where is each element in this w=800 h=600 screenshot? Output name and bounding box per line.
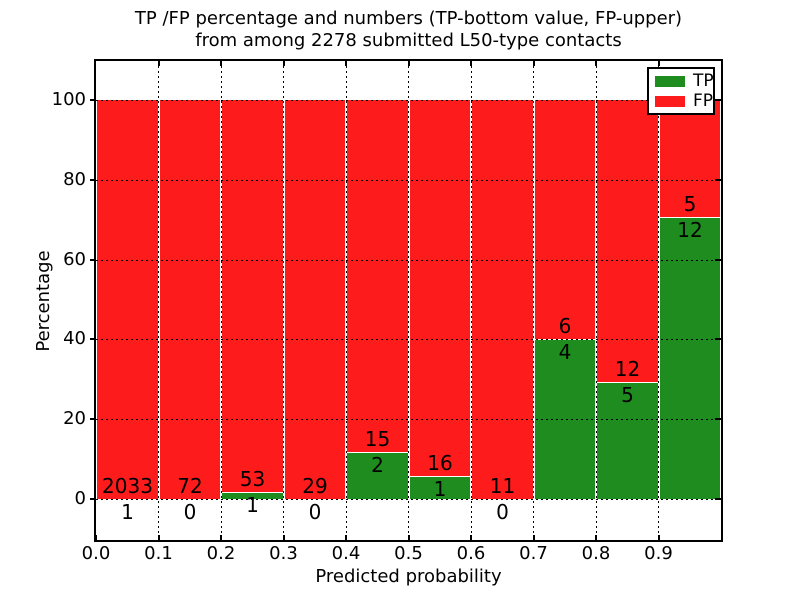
- chart-title: TP /FP percentage and numbers (TP-bottom…: [96, 8, 721, 52]
- tp-count-label: 1: [121, 499, 134, 524]
- legend-swatch-fp-icon: [655, 95, 685, 107]
- tp-count-label: 12: [677, 218, 703, 243]
- y-axis-tick-right: [715, 258, 721, 261]
- y-tick-label: 20: [63, 408, 86, 430]
- tp-count-label: 1: [246, 492, 259, 517]
- tp-count-label: 2: [371, 453, 384, 478]
- tp-count-label: 0: [496, 500, 509, 524]
- tp-count-label: 4: [558, 340, 572, 365]
- x-axis-tick: [345, 535, 347, 540]
- fp-bar-segment: [533, 100, 596, 340]
- y-axis-tick: [90, 178, 96, 181]
- x-axis-tick: [282, 535, 285, 540]
- x-axis-tick: [95, 535, 97, 540]
- tp-count-label: 0: [308, 500, 322, 524]
- fp-bar-segment: [158, 100, 221, 499]
- chart-title-line1: TP /FP percentage and numbers (TP-bottom…: [134, 8, 683, 29]
- vertical-gridline: [658, 61, 659, 540]
- x-axis-tick: [470, 535, 472, 540]
- fp-count-label: 2033: [102, 473, 153, 498]
- fp-bar-segment: [221, 100, 284, 492]
- x-tick-label: 0.8: [581, 543, 611, 564]
- x-axis-tick: [220, 535, 222, 540]
- fp-bar-segment: [96, 100, 159, 499]
- vertical-gridline: [595, 61, 597, 540]
- x-axis-tick-top: [407, 61, 410, 66]
- x-tick-label: 0.9: [644, 543, 673, 564]
- fp-count-label: 15: [364, 427, 391, 452]
- fp-count-label: 11: [489, 474, 516, 498]
- x-axis-tick-top: [595, 61, 597, 66]
- y-axis-tick-right: [715, 498, 721, 500]
- fp-count-label: 5: [683, 192, 697, 217]
- legend-entry-fp: FP: [655, 91, 714, 111]
- x-axis-tick-top: [282, 61, 285, 66]
- x-axis-tick: [157, 535, 160, 540]
- x-tick-label: 0.0: [81, 543, 111, 564]
- vertical-gridline: [408, 61, 409, 540]
- y-axis-label: Percentage: [33, 250, 54, 352]
- tp-bar-segment: [596, 381, 659, 499]
- y-axis-tick-right: [715, 418, 721, 421]
- y-axis-tick-right: [715, 99, 721, 101]
- legend-label-fp: FP: [693, 91, 714, 111]
- y-axis-tick: [90, 498, 96, 500]
- legend-entry-tp: TP: [655, 71, 714, 91]
- y-tick-label: 80: [63, 168, 86, 190]
- fp-count-label: 53: [239, 466, 266, 491]
- x-axis-tick-top: [657, 61, 660, 66]
- fp-count-label: 16: [427, 450, 453, 475]
- fp-bar-segment: [346, 100, 409, 453]
- fp-count-label: 29: [302, 474, 328, 498]
- y-axis-tick: [90, 258, 96, 261]
- x-tick-label: 0.7: [519, 543, 548, 564]
- x-axis-tick-top: [470, 61, 472, 66]
- x-axis-tick: [657, 535, 660, 540]
- y-axis-tick: [90, 338, 96, 341]
- x-axis-tick: [532, 535, 535, 540]
- y-tick-label: 0: [74, 488, 86, 509]
- fp-count-label: 72: [177, 474, 203, 498]
- tp-count-label: 1: [433, 476, 447, 501]
- x-tick-label: 0.5: [394, 543, 423, 564]
- x-tick-label: 0.2: [206, 543, 236, 564]
- y-axis-tick: [90, 418, 96, 421]
- fp-bar-segment: [471, 100, 534, 499]
- vertical-gridline: [470, 61, 472, 540]
- chart-title-line2: from among 2278 submitted L50-type conta…: [195, 30, 622, 51]
- vertical-gridline: [158, 61, 159, 540]
- tp-count-label: 0: [183, 500, 197, 524]
- y-tick-label: 60: [63, 248, 86, 270]
- plot-area: TP FP 0 20 40 60 80 100 0.0 0.1 0.2 0.3 0.4 0.5 0.6 0…: [52, 59, 723, 564]
- y-axis-tick: [90, 99, 96, 101]
- fp-bar-segment: [283, 100, 346, 499]
- fp-count-label: 12: [614, 356, 641, 381]
- x-axis-tick-top: [220, 61, 222, 66]
- vertical-gridline: [283, 61, 284, 540]
- x-axis-tick: [595, 535, 597, 540]
- x-axis-tick-top: [532, 61, 535, 66]
- x-axis-tick: [407, 535, 410, 540]
- x-tick-label: 0.6: [456, 543, 486, 564]
- y-tick-label: 40: [63, 328, 86, 350]
- y-tick-label: 100: [51, 89, 86, 110]
- x-axis-tick-top: [157, 61, 160, 66]
- y-axis-tick-right: [715, 178, 721, 181]
- tp-bar-segment: [658, 217, 721, 499]
- vertical-gridline: [345, 61, 347, 540]
- x-tick-label: 0.1: [144, 543, 173, 564]
- tp-count-label: 5: [621, 382, 634, 407]
- legend-swatch-tp-icon: [655, 75, 685, 87]
- vertical-gridline: [533, 61, 534, 540]
- fp-count-label: 6: [558, 314, 572, 339]
- legend-label-tp: TP: [693, 71, 714, 91]
- x-axis-tick-top: [345, 61, 347, 66]
- y-axis-tick-right: [715, 338, 721, 341]
- x-tick-label: 0.4: [331, 543, 361, 564]
- x-axis-label: Predicted probability: [315, 566, 502, 587]
- legend: TP FP: [647, 67, 715, 115]
- x-tick-label: 0.3: [269, 543, 298, 564]
- vertical-gridline: [220, 61, 222, 540]
